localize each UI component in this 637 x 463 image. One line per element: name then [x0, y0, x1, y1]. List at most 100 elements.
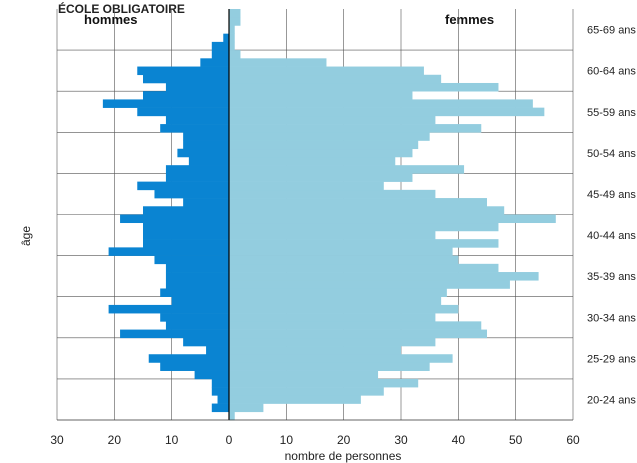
x-tick-label: 60 — [566, 433, 580, 447]
bar-femmes — [229, 255, 459, 265]
bar-hommes — [165, 165, 229, 174]
bar-femmes — [229, 214, 556, 224]
x-tick-label: 10 — [165, 433, 179, 447]
bar-hommes — [165, 280, 229, 289]
bar-femmes — [229, 288, 447, 297]
bar-femmes — [229, 124, 482, 133]
bar-femmes — [229, 173, 413, 182]
bar-hommes — [143, 230, 229, 240]
bars-group — [102, 9, 556, 421]
bar-femmes — [229, 321, 482, 330]
bar-hommes — [200, 58, 229, 67]
bar-femmes — [229, 198, 487, 207]
bar-femmes — [229, 91, 413, 100]
bar-hommes — [137, 107, 229, 117]
bar-femmes — [229, 99, 533, 108]
bar-hommes — [165, 321, 229, 330]
bar-hommes — [211, 50, 229, 59]
bar-hommes — [120, 214, 229, 224]
left-header-hommes: hommes — [84, 12, 137, 27]
age-group-label: 55-59 ans — [587, 107, 636, 119]
bar-femmes — [229, 362, 430, 371]
x-tick-label: 20 — [337, 433, 351, 447]
bar-hommes — [143, 239, 229, 248]
x-tick-label: 30 — [394, 433, 408, 447]
bar-femmes — [229, 58, 327, 67]
bar-femmes — [229, 395, 361, 404]
bar-hommes — [143, 74, 229, 84]
bar-femmes — [229, 66, 424, 76]
bar-femmes — [229, 82, 499, 92]
bar-femmes — [229, 230, 436, 240]
x-tick-label: 10 — [280, 433, 294, 447]
bar-femmes — [229, 313, 436, 322]
bar-hommes — [160, 362, 229, 371]
bar-hommes — [143, 222, 229, 232]
bar-hommes — [165, 272, 229, 281]
x-tick-label: 40 — [452, 433, 466, 447]
bar-femmes — [229, 132, 430, 141]
age-group-label: 45-49 ans — [587, 189, 636, 201]
age-group-label: 25-29 ans — [587, 353, 636, 365]
bar-femmes — [229, 411, 235, 421]
x-tick-label: 0 — [226, 433, 233, 447]
bar-hommes — [165, 263, 229, 273]
age-group-label: 40-44 ans — [587, 230, 636, 242]
y-axis-title: âge — [19, 226, 33, 246]
bar-hommes — [160, 313, 229, 322]
bar-hommes — [165, 173, 229, 182]
bar-hommes — [206, 346, 229, 355]
bar-hommes — [137, 181, 229, 191]
bar-femmes — [229, 346, 401, 355]
bar-hommes — [120, 329, 229, 339]
bar-hommes — [108, 247, 229, 256]
bar-hommes — [188, 156, 229, 166]
bar-femmes — [229, 272, 539, 281]
age-group-label: 60-64 ans — [587, 66, 636, 78]
bar-femmes — [229, 140, 419, 150]
bar-hommes — [183, 198, 229, 207]
bar-femmes — [229, 239, 499, 248]
bar-hommes — [102, 99, 229, 108]
bar-femmes — [229, 33, 235, 43]
bar-hommes — [211, 378, 229, 388]
bar-femmes — [229, 222, 499, 232]
age-group-label: 50-54 ans — [587, 148, 636, 160]
bar-hommes — [211, 41, 229, 51]
bar-femmes — [229, 403, 264, 413]
bar-femmes — [229, 181, 384, 191]
bar-hommes — [194, 370, 229, 380]
bar-femmes — [229, 263, 499, 273]
bar-hommes — [143, 206, 229, 215]
bar-hommes — [177, 148, 229, 158]
bar-hommes — [183, 140, 229, 150]
bar-hommes — [165, 82, 229, 92]
bar-hommes — [171, 296, 229, 306]
right-header-femmes: femmes — [445, 12, 494, 27]
x-tick-label: 50 — [509, 433, 523, 447]
bar-femmes — [229, 107, 545, 117]
bar-femmes — [229, 115, 436, 125]
bar-femmes — [229, 329, 487, 339]
bar-femmes — [229, 165, 465, 174]
bar-hommes — [217, 395, 229, 404]
bar-hommes — [154, 255, 229, 265]
bar-hommes — [108, 304, 229, 314]
bar-hommes — [154, 189, 229, 199]
bar-femmes — [229, 370, 379, 380]
chart-title: ÉCOLE OBLIGATOIRE — [58, 1, 185, 16]
bar-femmes — [229, 387, 384, 396]
x-tick-label: 30 — [50, 433, 64, 447]
bar-hommes — [183, 132, 229, 141]
bar-hommes — [148, 354, 229, 363]
bar-femmes — [229, 156, 396, 166]
bar-femmes — [229, 189, 436, 199]
bar-hommes — [143, 91, 229, 100]
bar-hommes — [223, 33, 229, 43]
x-tick-labels: 30 20 10 0 10 20 30 40 50 60 — [50, 433, 580, 447]
bar-femmes — [229, 304, 459, 314]
bar-femmes — [229, 280, 510, 289]
bar-hommes — [137, 66, 229, 76]
bar-femmes — [229, 206, 505, 215]
